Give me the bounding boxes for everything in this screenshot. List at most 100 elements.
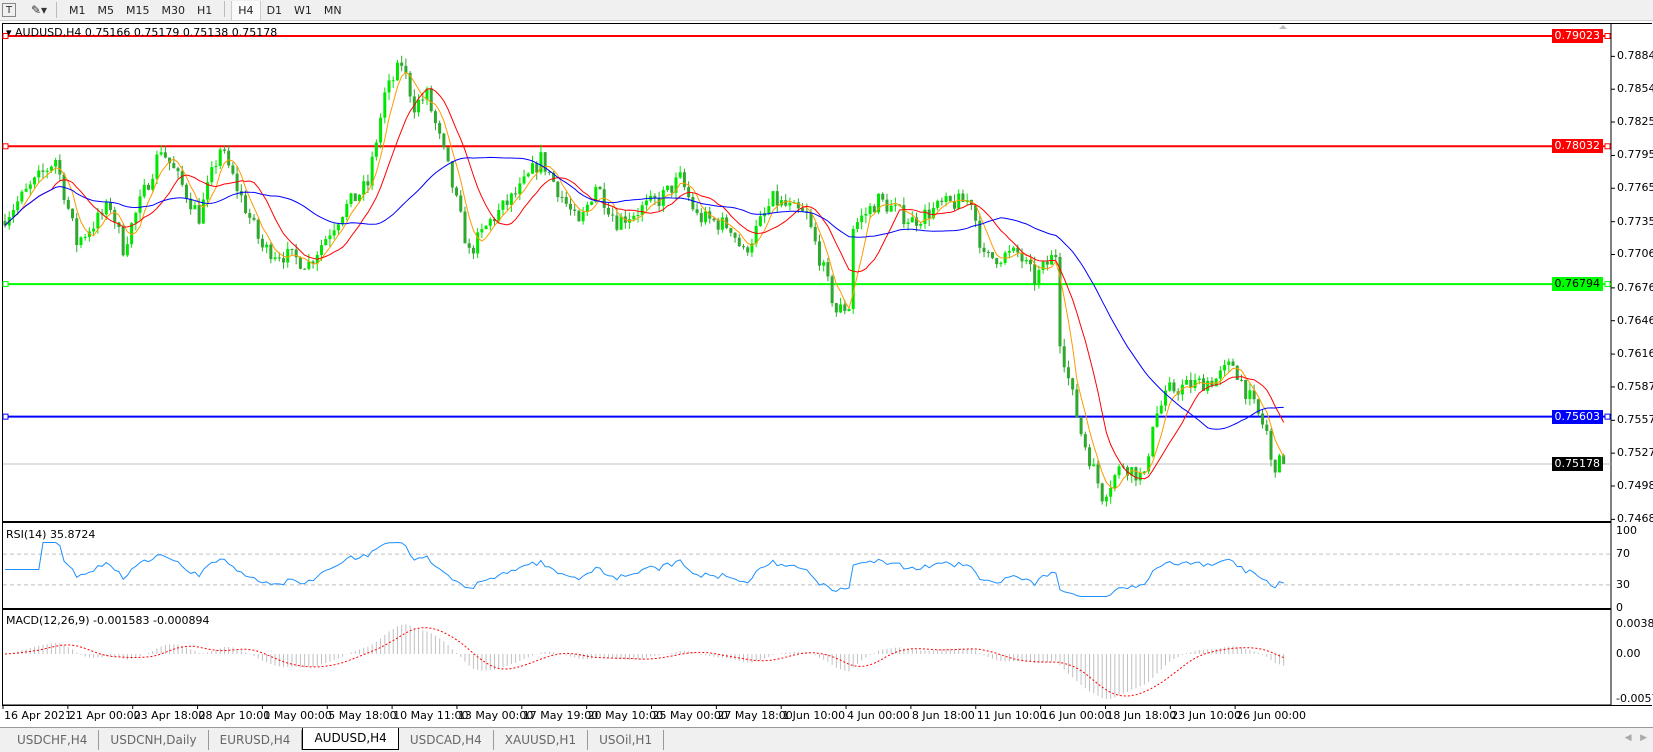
- candle: [92, 228, 96, 232]
- candle: [1058, 256, 1062, 347]
- tab-usoil-h1[interactable]: USOil,H1: [588, 730, 665, 750]
- candle: [1016, 247, 1020, 253]
- tab-audusd-h4[interactable]: AUDUSD,H4: [302, 728, 399, 750]
- time-axis-label: 20 May 10:00: [587, 709, 664, 722]
- candle: [1054, 255, 1058, 257]
- candle: [1172, 382, 1176, 392]
- horizontal-line-price-badge: 0.75603: [1551, 409, 1603, 424]
- candle: [1155, 413, 1159, 427]
- tab-scroll-arrows[interactable]: ◀ ▶: [1624, 733, 1647, 743]
- candle: [450, 161, 454, 188]
- candle: [345, 204, 349, 217]
- tab-xauusd-h1[interactable]: XAUUSD,H1: [494, 730, 589, 750]
- time-axis-label: 5 May 18:00: [328, 709, 397, 722]
- candle: [1142, 471, 1146, 473]
- candle: [1218, 370, 1222, 379]
- candle: [902, 205, 906, 225]
- candle: [210, 167, 214, 183]
- timeframe-m1[interactable]: M1: [69, 3, 86, 17]
- candle: [771, 191, 775, 207]
- candle: [919, 223, 923, 226]
- timeframe-list: M1 M5 M15 M30 H1 H4 D1 W1 MN: [63, 0, 348, 20]
- tab-usdcnh-daily[interactable]: USDCNH,Daily: [99, 730, 209, 750]
- rsi-line: [5, 541, 1284, 597]
- candle: [113, 209, 117, 223]
- candle: [501, 200, 505, 210]
- candle: [265, 244, 269, 248]
- candle: [412, 96, 416, 113]
- chart-menu-icon[interactable]: ▾: [6, 26, 16, 39]
- candle: [214, 165, 218, 168]
- candle: [598, 186, 602, 190]
- candle: [573, 209, 577, 211]
- candle: [940, 200, 944, 203]
- candle: [653, 195, 657, 199]
- candle: [509, 193, 513, 205]
- horizontal-line-price-badge: 0.79023: [1551, 29, 1603, 43]
- candle: [948, 196, 952, 202]
- timeframe-h4[interactable]: H4: [231, 0, 261, 20]
- candle: [1269, 430, 1273, 460]
- candle: [636, 214, 640, 216]
- candle: [41, 170, 45, 172]
- candle: [463, 211, 467, 244]
- candle: [37, 170, 41, 178]
- rsi-axis-label: 0: [1616, 601, 1623, 614]
- candle: [252, 217, 256, 220]
- candle: [767, 206, 771, 214]
- timeframe-mn[interactable]: MN: [323, 3, 342, 17]
- time-axis-label: 4 Jun 00:00: [847, 709, 910, 722]
- candle: [758, 216, 762, 226]
- candle: [1159, 405, 1163, 414]
- timeframe-m15[interactable]: M15: [126, 3, 150, 17]
- candle: [311, 261, 315, 264]
- macd-signal-line: [4, 627, 1284, 697]
- candle: [1231, 361, 1235, 366]
- candle: [640, 205, 644, 215]
- timeframe-d1[interactable]: D1: [266, 3, 283, 17]
- line-handle: [2, 143, 9, 150]
- candle: [353, 193, 357, 202]
- text-tool-icon[interactable]: T: [2, 3, 16, 17]
- candle: [526, 173, 530, 177]
- candle: [619, 216, 623, 230]
- candle: [1206, 380, 1210, 391]
- current-price-badge: 0.75178: [1551, 456, 1603, 471]
- candle: [184, 184, 188, 199]
- candle: [872, 206, 876, 213]
- candle: [577, 210, 581, 222]
- candle: [467, 243, 471, 248]
- candle: [1235, 365, 1239, 380]
- candle: [1185, 379, 1189, 385]
- candle: [986, 251, 990, 253]
- candle: [497, 209, 501, 222]
- timeframe-m5[interactable]: M5: [97, 3, 115, 17]
- ma-medium-line: [4, 87, 1285, 480]
- timeframe-h1[interactable]: H1: [197, 3, 213, 17]
- time-axis-label: 11 Jun 10:00: [976, 709, 1047, 722]
- candle: [303, 268, 307, 270]
- candle: [1096, 464, 1100, 484]
- candle: [290, 248, 294, 250]
- time-axis-label: 27 May 18:00: [717, 709, 793, 722]
- candle: [809, 212, 813, 227]
- candle: [817, 241, 821, 266]
- tab-usdchf-h4[interactable]: USDCHF,H4: [6, 730, 100, 750]
- tab-usdcad-h4[interactable]: USDCAD,H4: [399, 730, 494, 750]
- candle: [843, 304, 847, 311]
- drawing-tools-icon[interactable]: ✎▾: [30, 3, 48, 17]
- tab-eurusd-h4[interactable]: EURUSD,H4: [209, 730, 303, 750]
- candle: [404, 65, 408, 73]
- timeframe-w1[interactable]: W1: [294, 3, 312, 17]
- candle: [1045, 261, 1049, 265]
- timeframe-m30[interactable]: M30: [161, 3, 186, 17]
- candle: [328, 235, 332, 240]
- candle: [286, 248, 290, 263]
- candle: [438, 123, 442, 134]
- candle: [79, 237, 83, 246]
